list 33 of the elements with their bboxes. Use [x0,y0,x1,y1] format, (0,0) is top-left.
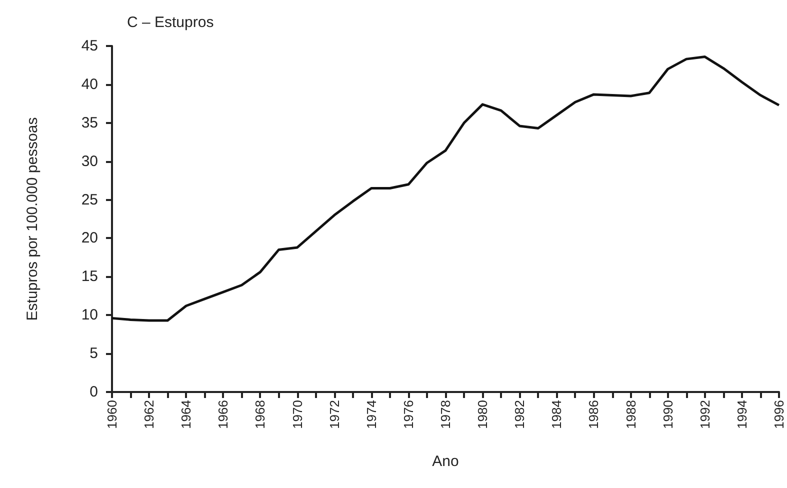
y-axis-title: Estupros por 100.000 pessoas [24,117,41,321]
y-tick-label: 15 [81,268,98,286]
y-tick-label: 30 [81,152,98,170]
chart-title: C – Estupros [127,14,214,31]
x-tick-label: 1974 [364,400,379,429]
x-tick-label: 1984 [549,400,564,429]
line-series [110,56,780,322]
y-tick-label: 10 [81,306,98,324]
x-tick-label: 1996 [772,400,786,429]
x-tick-label: 1970 [290,400,305,429]
x-axis-title: Ano [432,453,459,470]
x-tick-label: 1988 [623,400,638,429]
x-tick-label: 1968 [252,400,268,429]
y-tick-label: 35 [81,114,98,132]
x-tick-label: 1994 [734,400,750,429]
x-tick-label: 1964 [178,400,194,429]
x-tick-label: 1960 [104,400,120,429]
x-tick-label: 1990 [660,400,676,429]
x-tick-label: 1982 [512,400,528,429]
y-tick-label: 0 [90,384,98,400]
x-tick-label: 1972 [326,400,342,429]
y-tick-label: 5 [90,345,98,362]
x-tick-label: 1976 [400,400,416,429]
y-tick-label: 40 [81,76,98,93]
y-tick-label: 20 [81,230,98,247]
x-tick-label: 1986 [586,400,602,429]
x-tick-label: 1978 [438,400,453,429]
y-tick-label: 25 [81,191,98,208]
x-tick-label: 1962 [142,400,157,429]
x-tick-label: 1966 [216,400,231,429]
x-tick-label: 1992 [697,400,712,429]
x-tick-label: 1980 [475,400,490,429]
y-tick-label: 45 [81,38,98,54]
